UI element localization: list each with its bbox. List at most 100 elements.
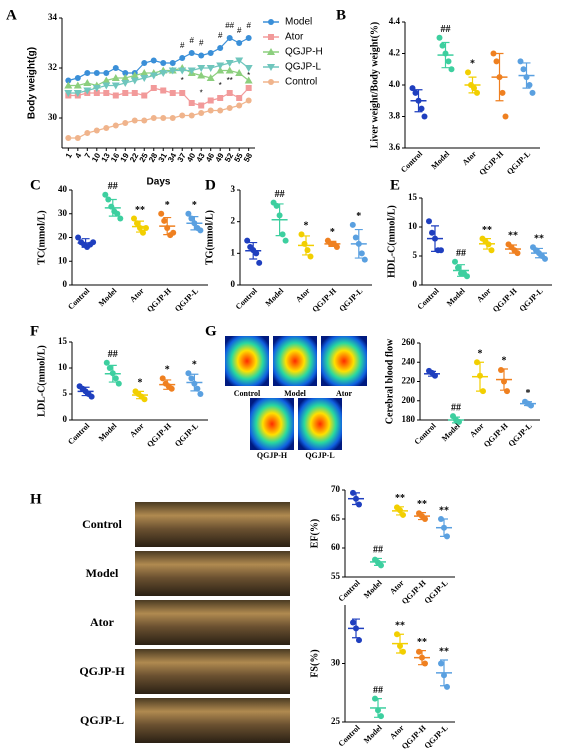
data-point (350, 619, 356, 626)
marker (149, 72, 158, 80)
x-tick-label: 7 (83, 151, 93, 160)
significance-label: * (502, 355, 507, 366)
error-bar (396, 506, 404, 516)
marker (236, 40, 243, 46)
data-point (526, 82, 533, 88)
data-point (349, 221, 356, 228)
marker (179, 112, 186, 119)
marker (236, 95, 243, 101)
data-point (378, 713, 384, 720)
data-point (445, 58, 452, 65)
significance-label: ## (108, 349, 118, 360)
legend-label: Control (285, 77, 317, 88)
data-point (358, 250, 365, 257)
y-tick-label: 55 (331, 571, 341, 581)
images (135, 336, 367, 743)
y-tick-label: 220 (402, 376, 416, 386)
marker (188, 100, 195, 106)
y-tick-label: 4.0 (389, 79, 401, 89)
y-tick-label: 240 (402, 356, 416, 366)
error-bar (535, 247, 543, 259)
y-tick-label: 70 (331, 484, 341, 494)
marker (160, 60, 167, 66)
data-point (282, 237, 289, 244)
error-bar (81, 386, 90, 397)
data-point (170, 229, 177, 236)
x-tick-label: Ator (128, 421, 146, 439)
y-tick-label: 2 (231, 216, 236, 226)
marker (159, 70, 168, 77)
significance-label: ** (417, 637, 427, 648)
significance-label: # (246, 21, 251, 30)
marker (121, 74, 130, 81)
y-tick-label: 4.4 (389, 16, 401, 26)
x-tick-label: Ator (128, 286, 146, 304)
marker (93, 127, 100, 134)
error-bar (374, 557, 382, 566)
significance-label: # (237, 26, 242, 35)
y-tick-label: 15 (408, 192, 418, 202)
image-label: Control (234, 389, 261, 398)
significance-label: ** (482, 225, 492, 236)
error-bar (275, 203, 284, 237)
data-point (498, 366, 504, 373)
y-tick-label: 25 (331, 716, 341, 726)
marker (83, 87, 92, 95)
x-tick-label: Ator (294, 286, 312, 304)
y-tick-label: 65 (331, 513, 341, 523)
significance-label: * (330, 227, 335, 238)
image-label: QGJP-L (80, 713, 124, 727)
error-bar (522, 62, 531, 89)
panel-label: A (6, 7, 17, 23)
x-tick-label: QGJP-H (310, 286, 338, 314)
x-tick-label: QGJP-L (505, 149, 532, 176)
marker (141, 92, 148, 99)
marker (267, 64, 275, 71)
error-bar (441, 41, 450, 69)
echo-image (135, 698, 290, 743)
echo-image (135, 600, 290, 645)
significance-label: * (219, 81, 222, 90)
marker (112, 65, 119, 71)
data-point (474, 89, 480, 96)
marker (216, 66, 225, 74)
marker (226, 90, 233, 96)
x-tick-label: Control (337, 578, 363, 604)
marker (245, 35, 252, 41)
error-bar (136, 220, 144, 233)
y-tick-label: 30 (58, 208, 68, 218)
data-point (542, 255, 548, 262)
marker (65, 135, 72, 141)
error-bar (352, 492, 360, 506)
data-point (465, 69, 471, 76)
data-point (439, 42, 446, 49)
data-point (464, 273, 470, 280)
legend-label: Ator (285, 32, 304, 43)
y-tick-label: 1 (231, 247, 236, 257)
data-point (141, 396, 148, 403)
marker (131, 117, 138, 124)
significance-label: ## (451, 402, 461, 413)
error-bar (428, 370, 436, 377)
y-tick-label: 10 (58, 362, 68, 372)
echo-image (135, 649, 290, 694)
thermal-image (250, 398, 294, 450)
thermal-image (225, 336, 269, 386)
x-tick-label: QGJP-H (491, 286, 519, 314)
panel-label: G (205, 323, 217, 339)
error-bar (431, 225, 439, 252)
significance-label: * (247, 71, 250, 80)
significance-label: ** (395, 621, 405, 632)
significance-label: # (180, 41, 185, 50)
data-point (75, 234, 82, 241)
x-tick-label: Model (264, 286, 286, 308)
significance-label: ## (275, 189, 285, 200)
y-axis-label: Cerebral blood flow (384, 338, 395, 424)
significance-label: ** (508, 231, 518, 242)
thermal-image (321, 336, 367, 386)
y-tick-label: 34 (48, 12, 58, 22)
error-bar (81, 238, 90, 248)
y-tick-label: 3.8 (389, 111, 401, 121)
marker (103, 70, 110, 76)
